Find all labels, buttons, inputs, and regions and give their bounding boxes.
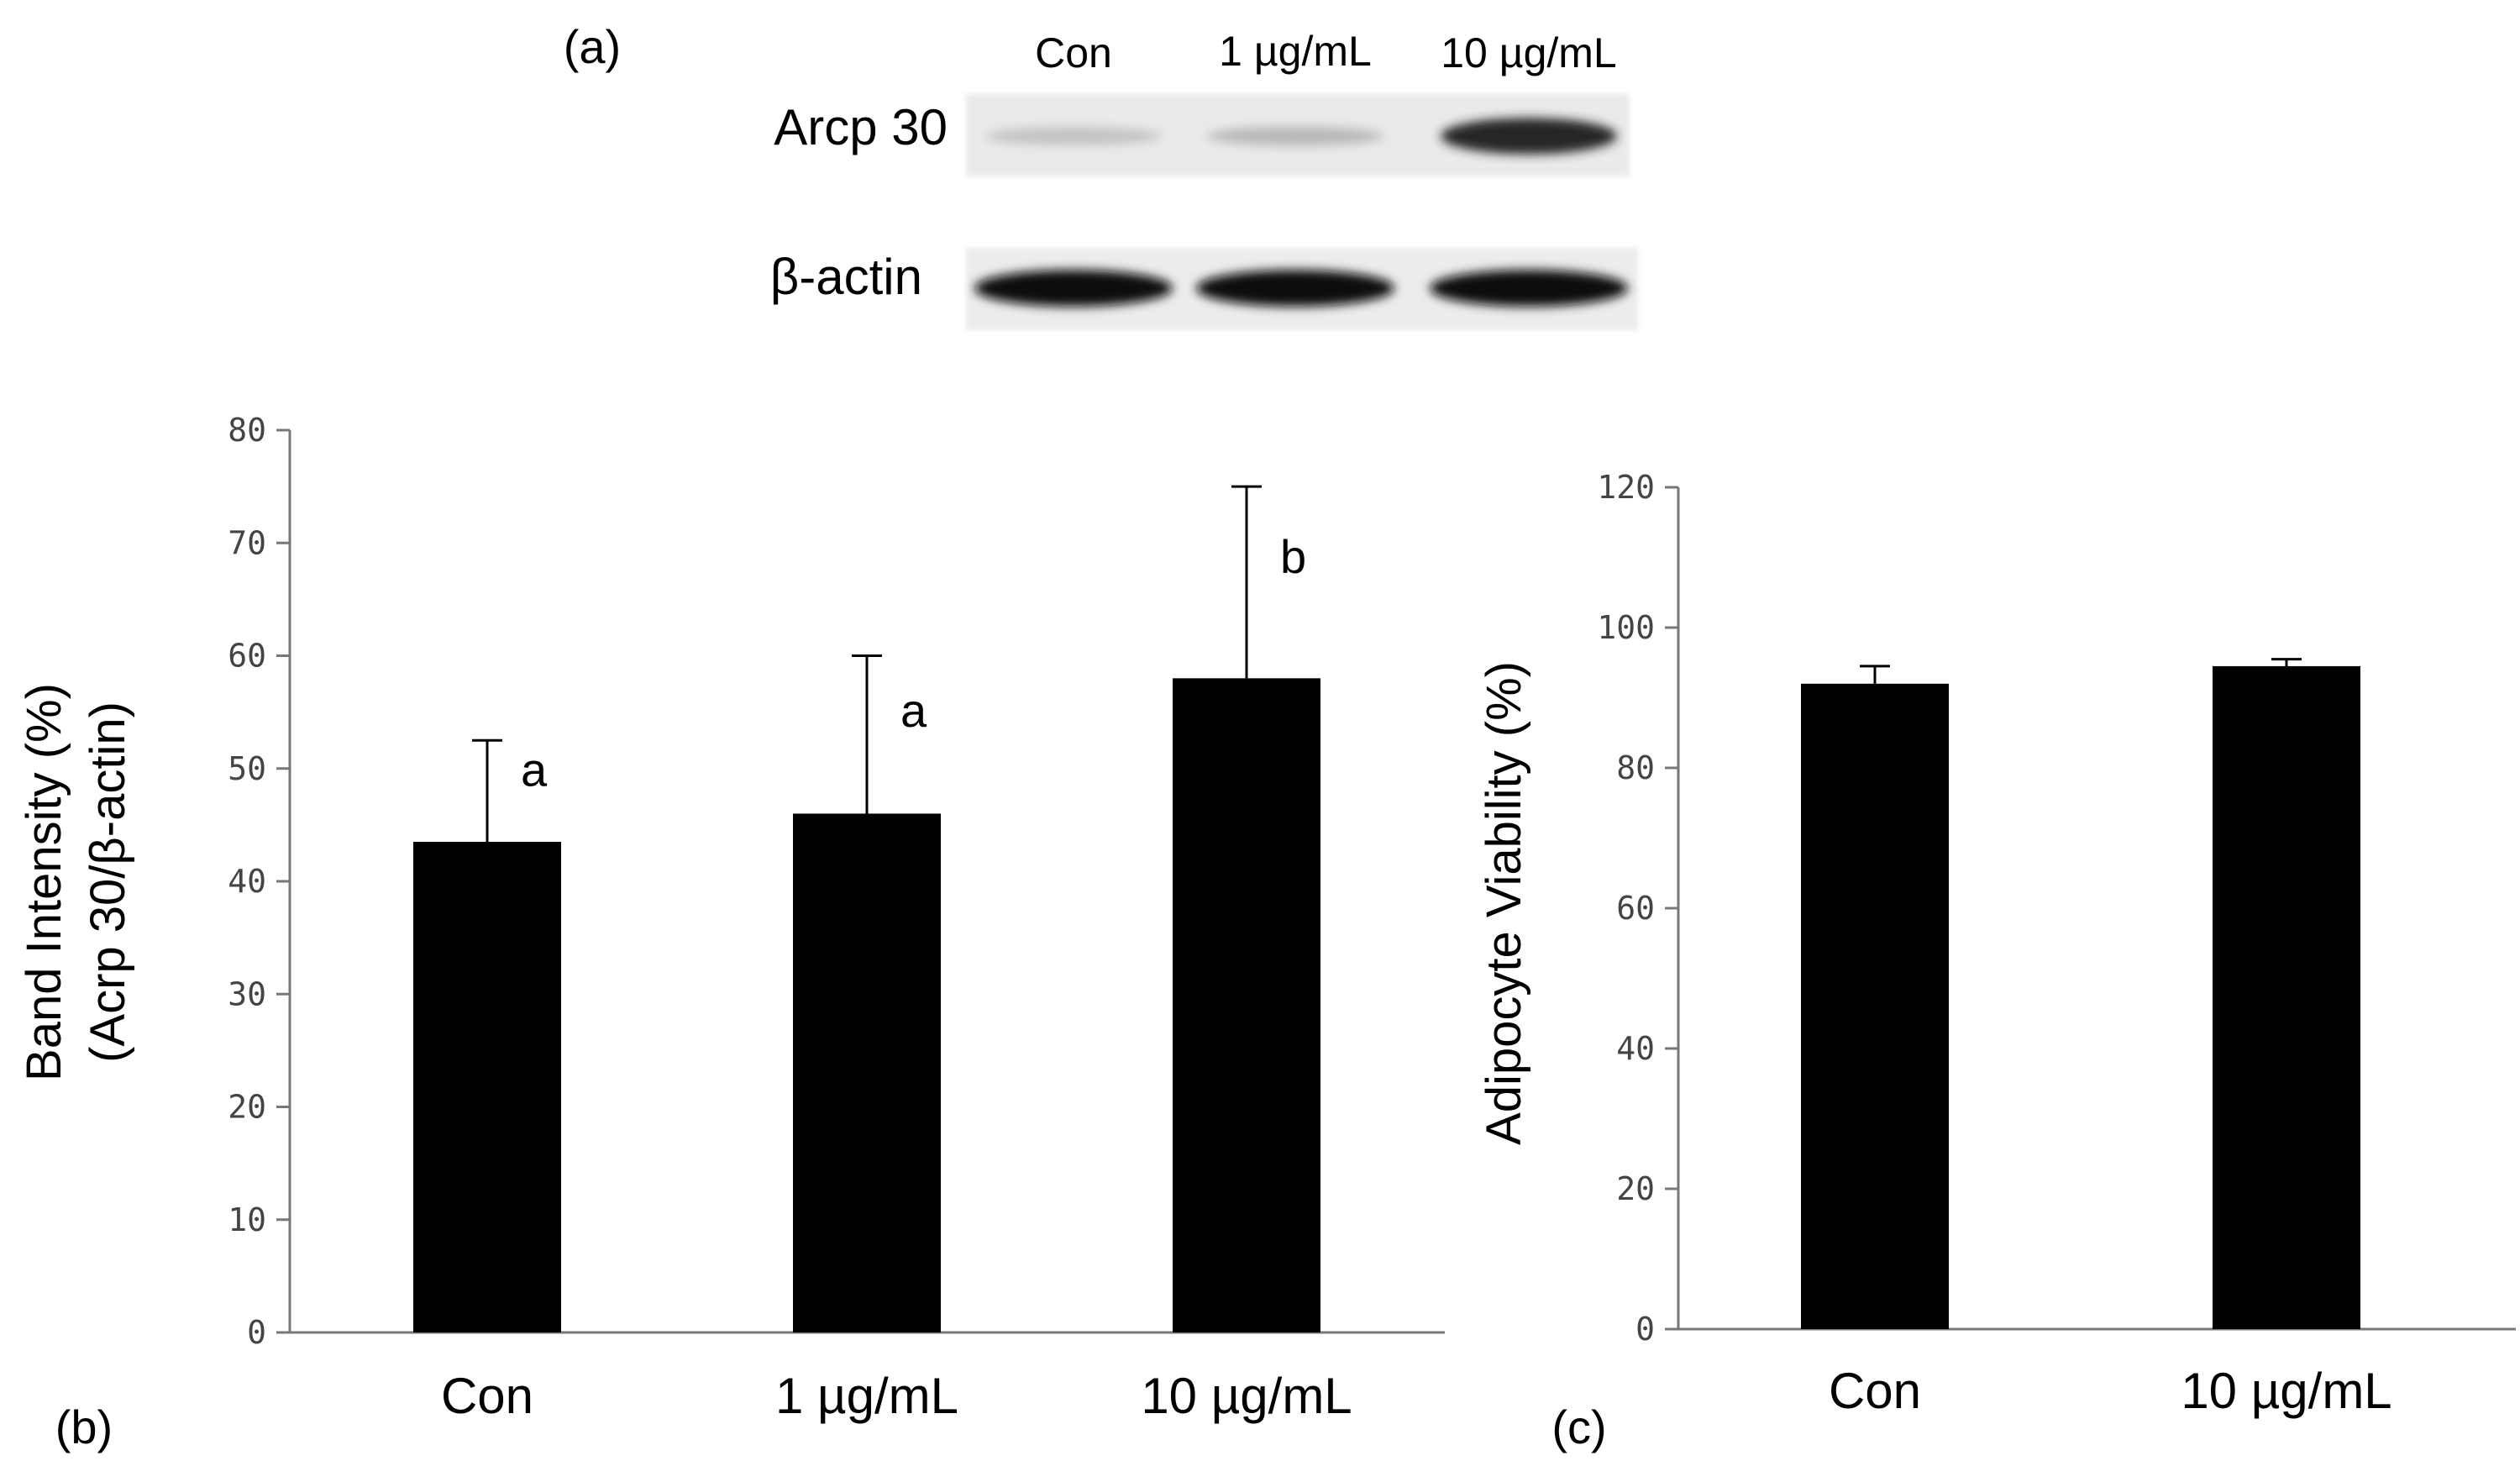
significance-label: a <box>521 744 548 796</box>
y-axis-label-secondary: (Acrp 30/β-actin) <box>81 702 135 1063</box>
x-tick-label: Con <box>1829 1363 1921 1419</box>
blot-band <box>1430 270 1628 307</box>
bar <box>2213 665 2360 1329</box>
y-tick-label: 30 <box>228 975 266 1012</box>
x-tick-label: Con <box>441 1368 533 1424</box>
blot-bands <box>974 118 1628 307</box>
panel-label-c: (c) <box>1551 1401 1606 1453</box>
bar <box>1173 678 1320 1332</box>
y-tick-label: 20 <box>228 1089 266 1126</box>
blot-band <box>1196 270 1394 307</box>
chart-band-intensity: (b) 0 10 20 30 40 50 60 70 80 Con a 1 µg/mL a 10 µg/m… <box>17 412 1445 1453</box>
blot-band <box>985 127 1162 145</box>
x-tick-label: 10 µg/mL <box>1141 1368 1352 1424</box>
y-tick-label: 60 <box>1616 890 1655 927</box>
y-tick-label: 80 <box>1616 749 1655 786</box>
y-axis-label: Band Intensity (%) <box>17 683 71 1081</box>
blot-band <box>1441 118 1617 155</box>
western-blot-panel: (a) Con 1 µg/mL 10 µg/mL Arcp 30 β-actin <box>564 20 1638 330</box>
blot-lane-label: 1 µg/mL <box>1219 28 1372 75</box>
blot-lane-label: Con <box>1035 29 1112 76</box>
blot-row-label: β-actin <box>770 249 922 305</box>
y-tick-label: 40 <box>1616 1030 1655 1067</box>
y-tick-label: 120 <box>1597 469 1655 506</box>
y-tick-label: 10 <box>228 1201 266 1238</box>
blot-lane-label: 10 µg/mL <box>1441 29 1616 76</box>
y-tick-label: 50 <box>228 750 266 787</box>
blot-band <box>1207 126 1383 146</box>
y-tick-label: 0 <box>1635 1311 1655 1348</box>
chart-adipocyte-viability: (c) 0 20 40 60 80 100 120 Con 10 µg/mL Adipocyte … <box>1477 469 2516 1453</box>
significance-label: a <box>900 684 927 737</box>
bar <box>413 842 561 1332</box>
panel-label-a: (a) <box>564 20 621 73</box>
blot-row-label: Arcp 30 <box>774 99 948 155</box>
y-tick-label: 40 <box>228 863 266 900</box>
bar <box>1801 683 1949 1329</box>
y-tick-label: 80 <box>228 412 266 449</box>
x-tick-label: 1 µg/mL <box>775 1368 958 1424</box>
y-tick-label: 70 <box>228 524 266 561</box>
bar <box>793 813 941 1332</box>
significance-label: b <box>1280 530 1306 583</box>
y-tick-label: 100 <box>1597 609 1655 646</box>
panel-label-b: (b) <box>55 1401 113 1453</box>
blot-band <box>974 270 1173 307</box>
y-tick-label: 20 <box>1616 1170 1655 1207</box>
x-tick-label: 10 µg/mL <box>2181 1363 2391 1419</box>
y-axis-label: Adipocyte Viability (%) <box>1477 661 1531 1145</box>
y-tick-label: 0 <box>247 1314 266 1351</box>
y-tick-label: 60 <box>228 638 266 675</box>
